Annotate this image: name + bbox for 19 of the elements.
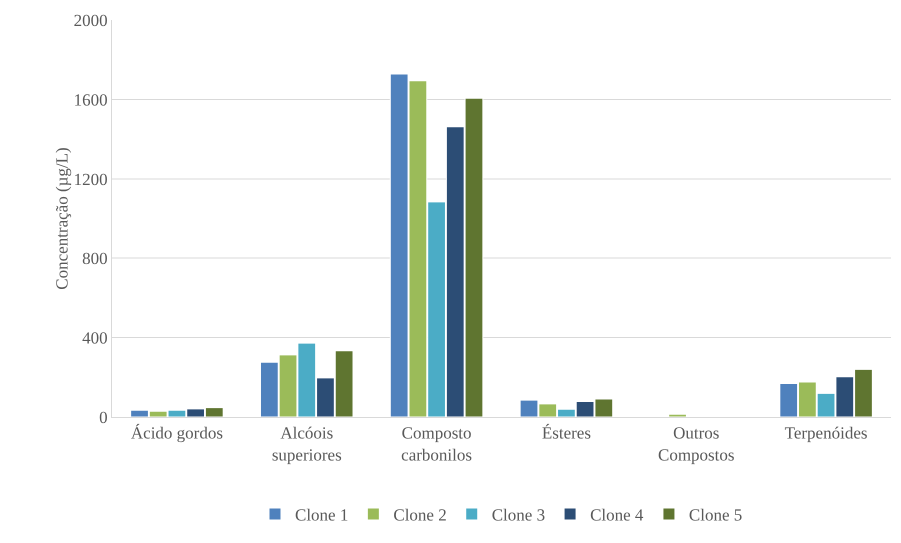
- y-axis-title: Concentração (µg/L): [52, 147, 72, 290]
- y-tick-label: 0: [99, 408, 108, 427]
- x-tick-label: Composto carbonilos: [401, 423, 472, 464]
- y-tick-label: 1600: [74, 90, 108, 110]
- x-tick-label: Ácido gordos: [130, 423, 223, 442]
- legend-label: Clone 3: [492, 506, 546, 525]
- y-tick-label: 2000: [74, 10, 108, 30]
- x-tick-label: Ésteres: [542, 423, 591, 442]
- bar: [668, 414, 687, 417]
- y-tick-label: 800: [82, 249, 108, 268]
- legend-label: Clone 5: [688, 506, 742, 525]
- x-tick-label: Alcóois superiores: [272, 423, 342, 464]
- legend-label: Clone 2: [393, 506, 447, 525]
- x-tick-label: Outros Compostos: [658, 423, 735, 464]
- legend-label: Clone 4: [590, 506, 644, 525]
- x-tick-label: Terpenóides: [784, 423, 868, 442]
- y-tick-label: 400: [82, 328, 108, 348]
- legend-label: Clone 1: [295, 506, 348, 525]
- y-tick-label: 1200: [74, 170, 108, 189]
